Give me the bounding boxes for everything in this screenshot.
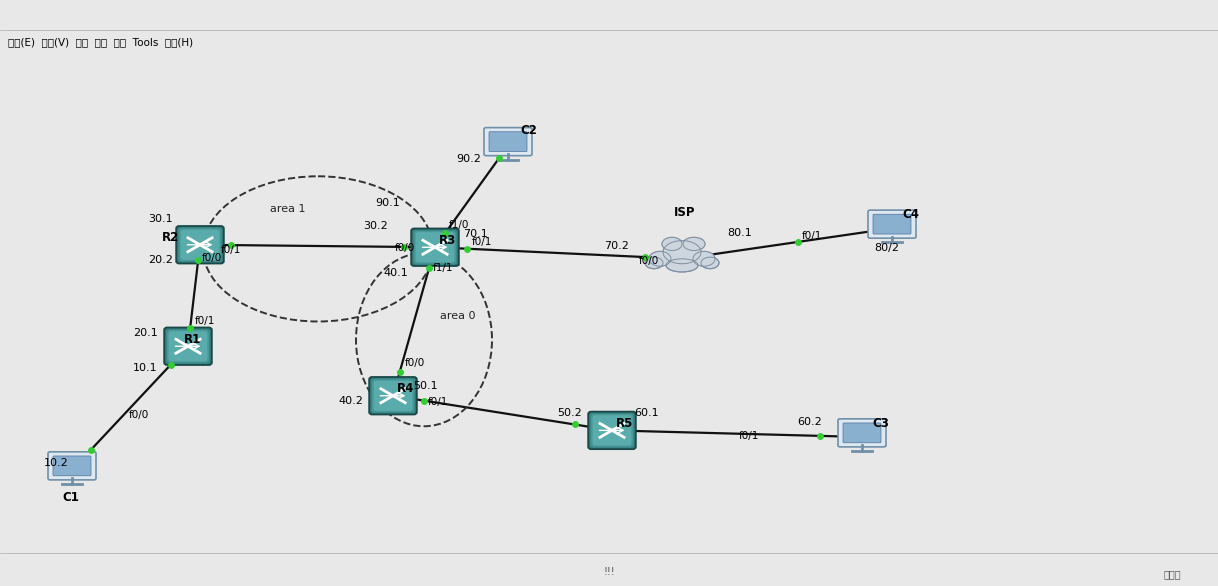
Text: 50.1: 50.1 (413, 381, 437, 391)
Text: f0/1: f0/1 (195, 316, 214, 326)
Text: C4: C4 (903, 209, 920, 222)
Ellipse shape (683, 237, 705, 251)
FancyBboxPatch shape (593, 415, 631, 445)
FancyBboxPatch shape (167, 330, 209, 363)
Text: 50.2: 50.2 (557, 407, 582, 418)
Text: area 1: area 1 (270, 204, 306, 214)
Ellipse shape (649, 251, 671, 266)
Text: 30.1: 30.1 (149, 214, 173, 224)
FancyBboxPatch shape (370, 378, 415, 413)
Ellipse shape (646, 257, 663, 269)
Text: f0/1: f0/1 (471, 237, 492, 247)
Text: 10.2: 10.2 (44, 458, 68, 468)
Text: 70.1: 70.1 (463, 229, 487, 239)
Text: 80.1: 80.1 (727, 228, 752, 238)
Text: f0/1: f0/1 (801, 231, 822, 241)
FancyBboxPatch shape (179, 229, 220, 261)
FancyBboxPatch shape (873, 214, 911, 234)
Text: f0/0: f0/0 (202, 253, 222, 263)
Text: ISP: ISP (674, 206, 695, 219)
Text: 90.2: 90.2 (456, 154, 481, 164)
FancyBboxPatch shape (414, 231, 456, 264)
Text: 60.1: 60.1 (635, 407, 659, 418)
Text: R2: R2 (162, 231, 179, 244)
Text: f0/0: f0/0 (638, 255, 659, 265)
FancyBboxPatch shape (54, 456, 91, 476)
FancyBboxPatch shape (164, 328, 212, 365)
Ellipse shape (693, 251, 715, 266)
FancyBboxPatch shape (588, 411, 636, 449)
FancyBboxPatch shape (180, 230, 219, 260)
Text: f0/0: f0/0 (395, 243, 414, 253)
Text: R1: R1 (184, 333, 201, 346)
FancyBboxPatch shape (484, 128, 532, 156)
Ellipse shape (663, 241, 702, 264)
Ellipse shape (663, 237, 682, 251)
FancyBboxPatch shape (369, 377, 417, 414)
Text: f0/1: f0/1 (739, 431, 759, 441)
Text: 40.2: 40.2 (339, 396, 363, 406)
Text: f0/0: f0/0 (404, 357, 425, 367)
Text: area 0: area 0 (440, 311, 475, 321)
Ellipse shape (663, 237, 682, 251)
Ellipse shape (649, 251, 671, 266)
Text: 80/2: 80/2 (875, 243, 899, 253)
FancyBboxPatch shape (168, 331, 207, 362)
Text: C3: C3 (872, 417, 889, 430)
FancyBboxPatch shape (415, 232, 454, 263)
Text: 亿速云: 亿速云 (1164, 569, 1181, 579)
Text: C2: C2 (520, 124, 537, 137)
Text: 70.2: 70.2 (604, 241, 628, 251)
Ellipse shape (702, 257, 719, 269)
FancyBboxPatch shape (374, 381, 413, 411)
Text: 编辑(E)  查看(V)  控制  设备  批注  Tools  帮助(H): 编辑(E) 查看(V) 控制 设备 批注 Tools 帮助(H) (9, 38, 194, 47)
Text: 20.1: 20.1 (133, 328, 158, 338)
Text: C1: C1 (62, 491, 79, 505)
Text: 60.2: 60.2 (797, 417, 822, 427)
FancyBboxPatch shape (843, 423, 881, 443)
Text: f0/1: f0/1 (428, 397, 448, 407)
Text: 20.2: 20.2 (149, 255, 173, 265)
Text: R4: R4 (397, 383, 414, 396)
Text: R5: R5 (616, 417, 633, 430)
FancyBboxPatch shape (48, 452, 96, 480)
Ellipse shape (666, 259, 698, 272)
FancyBboxPatch shape (838, 419, 885, 447)
FancyBboxPatch shape (178, 227, 223, 263)
FancyBboxPatch shape (166, 329, 211, 364)
Text: f0/0: f0/0 (129, 410, 150, 420)
Text: f1/1: f1/1 (432, 263, 453, 273)
FancyBboxPatch shape (373, 379, 414, 412)
Ellipse shape (683, 237, 705, 251)
FancyBboxPatch shape (868, 210, 916, 238)
FancyBboxPatch shape (413, 230, 458, 265)
Text: 30.2: 30.2 (363, 221, 387, 231)
Text: R3: R3 (438, 234, 457, 247)
Text: !!!: !!! (603, 567, 615, 577)
FancyBboxPatch shape (488, 132, 527, 152)
FancyBboxPatch shape (590, 413, 635, 448)
Text: f1/0: f1/0 (448, 220, 469, 230)
FancyBboxPatch shape (412, 229, 459, 266)
Text: 90.1: 90.1 (375, 198, 400, 208)
FancyBboxPatch shape (177, 226, 224, 264)
Text: f0/1: f0/1 (220, 245, 241, 255)
Text: 40.1: 40.1 (382, 268, 408, 278)
Ellipse shape (693, 251, 715, 266)
Ellipse shape (663, 241, 702, 264)
FancyBboxPatch shape (591, 414, 633, 447)
Text: 10.1: 10.1 (133, 363, 157, 373)
